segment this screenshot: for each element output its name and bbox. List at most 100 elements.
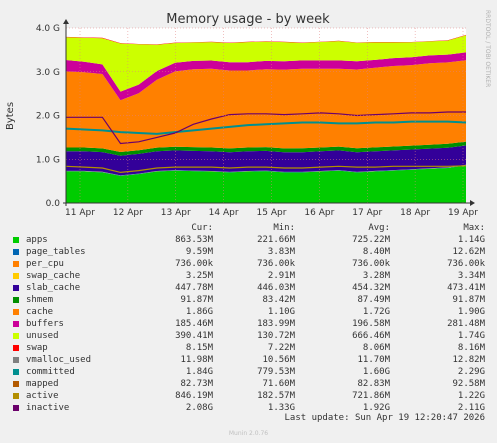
legend-label: active <box>26 391 59 401</box>
legend-avg-value: 1.72G <box>362 307 390 317</box>
legend-cur-value: 11.98M <box>180 355 213 365</box>
legend-swatch <box>13 357 19 363</box>
legend-cur-value: 9.59M <box>185 247 213 257</box>
y-tick-label: 1.0 G <box>36 155 60 165</box>
legend-max-value: 8.16M <box>457 343 485 353</box>
area-unused <box>66 35 466 92</box>
y-axis-label: Bytes <box>5 102 16 130</box>
legend-cur-value: 846.19M <box>175 391 213 401</box>
legend: Cur: Min: Avg: Max: apps 863.53M 221.66M 72… <box>13 222 485 414</box>
legend-avg-value: 11.70M <box>357 355 390 365</box>
x-tick-label: 16 Apr <box>304 208 334 218</box>
x-tick-label: 12 Apr <box>113 208 143 218</box>
munin-version: Munin 2.0.76 <box>228 430 269 437</box>
legend-cur-value: 1.86G <box>185 307 213 317</box>
legend-avg-value: 1.60G <box>362 367 390 377</box>
legend-min-value: 71.60M <box>262 379 295 389</box>
legend-avg-value: 736.00k <box>352 259 390 269</box>
legend-max-value: 91.87M <box>452 295 485 305</box>
legend-min-value: 130.72M <box>257 331 295 341</box>
legend-row-apps: apps 863.53M 221.66M 725.22M 1.14G <box>13 234 485 246</box>
legend-avg-value: 3.28M <box>362 271 390 281</box>
col-cur-header: Cur: <box>191 223 213 233</box>
legend-avg-value: 1.92G <box>362 403 390 413</box>
legend-avg-value: 82.83M <box>357 379 390 389</box>
legend-row-unused: unused 390.41M 130.72M 666.46M 1.74G <box>13 330 485 342</box>
legend-cur-value: 863.53M <box>175 235 213 245</box>
legend-label: swap <box>26 343 48 353</box>
legend-rows: apps 863.53M 221.66M 725.22M 1.14G page_table… <box>13 234 485 414</box>
x-tick-label: 18 Apr <box>400 208 430 218</box>
legend-swatch <box>13 285 19 291</box>
chart-title: Memory usage - by week <box>166 12 330 27</box>
legend-max-value: 12.62M <box>452 247 485 257</box>
legend-label: unused <box>26 331 59 341</box>
legend-max-value: 1.74G <box>457 331 485 341</box>
legend-label: vmalloc_used <box>26 355 92 365</box>
legend-swatch <box>13 297 19 303</box>
legend-swatch <box>13 405 19 411</box>
legend-min-value: 779.53M <box>257 367 295 377</box>
legend-swatch <box>13 273 19 279</box>
legend-max-value: 1.22G <box>457 391 485 401</box>
legend-max-value: 12.82M <box>452 355 485 365</box>
rrdtool-side-label: RRDTOOL / TOBI OETIKER <box>484 10 491 87</box>
legend-label: inactive <box>26 403 70 413</box>
legend-cur-value: 8.15M <box>185 343 213 353</box>
overlay-lines <box>65 111 467 174</box>
y-tick-label: 3.0 G <box>36 68 60 78</box>
legend-min-value: 446.03M <box>257 283 295 293</box>
legend-row-inactive: inactive 2.08G 1.33G 1.92G 2.11G <box>13 402 485 414</box>
x-axis-arrow <box>470 200 475 206</box>
area-buffers <box>66 52 466 101</box>
area-apps <box>66 165 466 203</box>
legend-row-committed: committed 1.84G 779.53M 1.60G 2.29G <box>13 366 485 378</box>
legend-min-value: 3.83M <box>267 247 295 257</box>
legend-max-value: 2.11G <box>457 403 485 413</box>
y-tick-label: 0.0 <box>46 199 61 209</box>
x-tick-label: 19 Apr <box>448 208 478 218</box>
legend-label: shmem <box>26 295 54 305</box>
legend-label: buffers <box>26 319 64 329</box>
legend-min-value: 736.00k <box>257 259 295 269</box>
legend-min-value: 182.57M <box>257 391 295 401</box>
legend-row-slab-cache: slab_cache 447.78M 446.03M 454.32M 473.41M <box>13 282 485 294</box>
col-avg-header: Avg: <box>368 223 390 233</box>
legend-cur-value: 91.87M <box>180 295 213 305</box>
legend-label: mapped <box>26 379 59 389</box>
legend-swatch <box>13 261 19 267</box>
legend-row-page-tables: page_tables 9.59M 3.83M 8.40M 12.62M <box>13 246 485 258</box>
area-cache <box>66 60 466 153</box>
area-shmem <box>66 141 466 156</box>
legend-cur-value: 736.00k <box>175 259 213 269</box>
col-min-header: Min: <box>273 223 295 233</box>
legend-label: slab_cache <box>26 283 81 293</box>
legend-cur-value: 1.84G <box>185 367 213 377</box>
x-tick-label: 17 Apr <box>352 208 382 218</box>
legend-row-swap-cache: swap_cache 3.25M 2.91M 3.28M 3.34M <box>13 270 485 282</box>
last-update-label: Last update: <box>284 413 350 423</box>
legend-avg-value: 8.40M <box>362 247 390 257</box>
legend-cur-value: 2.08G <box>185 403 213 413</box>
legend-swatch <box>13 249 19 255</box>
col-max-header: Max: <box>463 223 485 233</box>
legend-avg-value: 725.22M <box>352 235 390 245</box>
legend-min-value: 183.99M <box>257 319 295 329</box>
legend-min-value: 7.22M <box>267 343 295 353</box>
legend-row-buffers: buffers 185.46M 183.99M 196.58M 281.48M <box>13 318 485 330</box>
x-tick-label: 11 Apr <box>65 208 95 218</box>
x-tick-label: 14 Apr <box>209 208 239 218</box>
legend-max-value: 2.29G <box>457 367 485 377</box>
legend-avg-value: 196.58M <box>352 319 390 329</box>
legend-max-value: 473.41M <box>447 283 485 293</box>
legend-cur-value: 185.46M <box>175 319 213 329</box>
legend-cur-value: 82.73M <box>180 379 213 389</box>
legend-avg-value: 454.32M <box>352 283 390 293</box>
legend-min-value: 1.33G <box>267 403 295 413</box>
legend-avg-value: 87.49M <box>357 295 390 305</box>
x-tick-label: 13 Apr <box>161 208 191 218</box>
legend-row-vmalloc-used: vmalloc_used 11.98M 10.56M 11.70M 12.82M <box>13 354 485 366</box>
legend-min-value: 1.10G <box>267 307 295 317</box>
legend-swatch <box>13 321 19 327</box>
line-active <box>65 165 467 174</box>
